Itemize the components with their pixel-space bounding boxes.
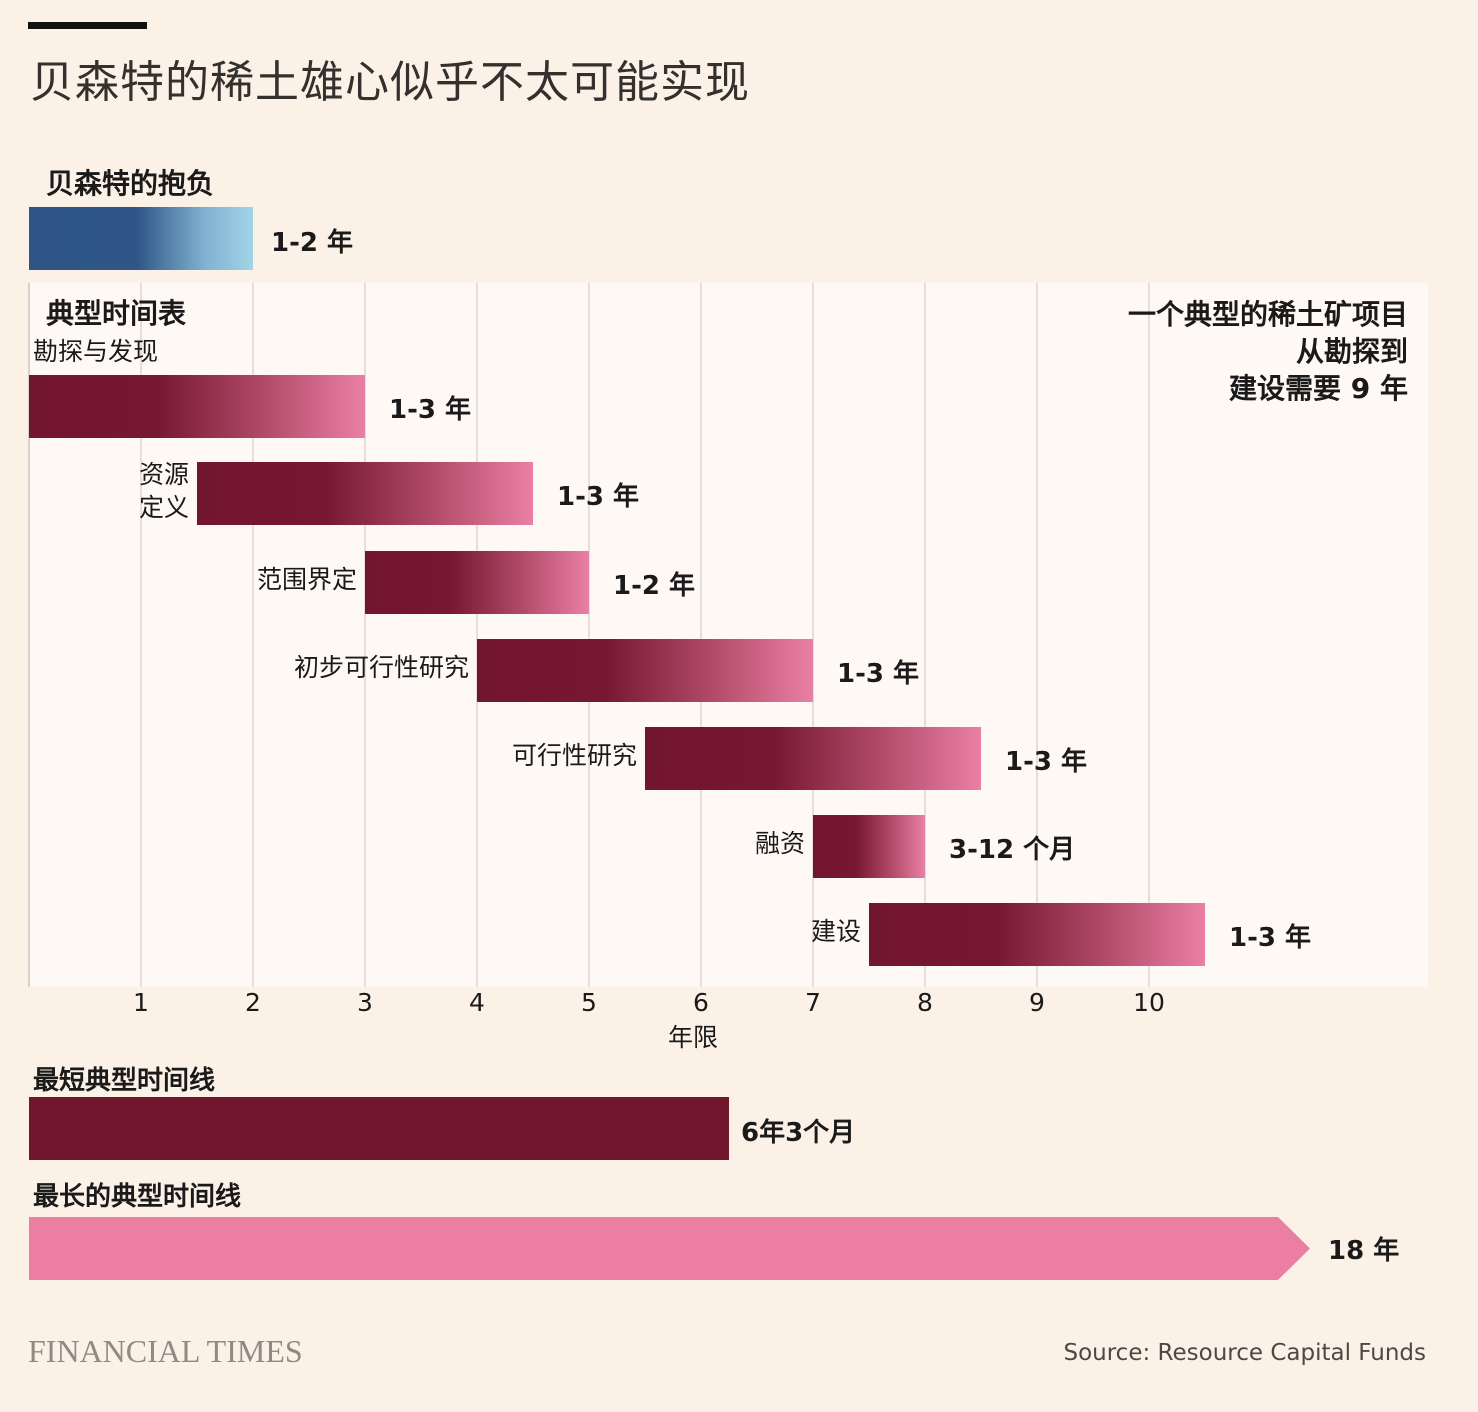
phase-bar (197, 462, 533, 525)
source-note: Source: Resource Capital Funds (1063, 1340, 1426, 1366)
x-axis-label: 年限 (667, 1023, 719, 1052)
phase-value-label: 3-12 个月 (949, 835, 1076, 865)
phase-bar (29, 375, 365, 438)
ft-logo: FINANCIAL TIMES (28, 1333, 303, 1369)
annotation: 一个典型的稀土矿项目 从勘探到 建设需要 9 年 (1128, 296, 1408, 407)
x-tick-label: 7 (805, 988, 821, 1017)
x-tick-label: 6 (693, 988, 709, 1017)
gridline (476, 283, 478, 987)
top-rule (28, 22, 147, 29)
phase-label: 勘探与发现 (33, 337, 159, 366)
longest-value-label: 18 年 (1328, 1236, 1400, 1266)
shortest-bar (29, 1097, 729, 1160)
gridline (140, 283, 142, 987)
longest-arrow-bar (29, 1217, 1310, 1280)
ambition-bar (29, 207, 253, 270)
x-tick-label: 10 (1133, 988, 1165, 1017)
annotation-line: 从勘探到 (1295, 335, 1408, 368)
phase-label: 建设 (810, 917, 861, 946)
x-tick-label: 1 (133, 988, 149, 1017)
gridline (1148, 283, 1150, 987)
phase-bar (813, 815, 925, 878)
phase-value-label: 1-2 年 (613, 571, 696, 601)
phase-label: 资源 定义 (138, 460, 189, 522)
y-axis-line (28, 283, 30, 987)
phase-value-label: 1-3 年 (1229, 923, 1312, 953)
x-tick-label: 9 (1029, 988, 1045, 1017)
phase-bar (869, 903, 1205, 966)
chart-title: 贝森特的稀土雄心似乎不太可能实现 (30, 57, 750, 108)
shortest-heading: 最短典型时间线 (33, 1066, 216, 1096)
ambition-heading: 贝森特的抱负 (46, 167, 215, 200)
phase-label: 可行性研究 (511, 741, 637, 770)
annotation-line: 一个典型的稀土矿项目 (1127, 298, 1408, 331)
phase-value-label: 1-3 年 (557, 482, 640, 512)
gridline (924, 283, 926, 987)
gridline (700, 283, 702, 987)
gridline (812, 283, 814, 987)
annotation-line: 建设需要 9 年 (1229, 372, 1408, 405)
phase-value-label: 1-3 年 (389, 395, 472, 425)
phase-label: 范围界定 (256, 565, 357, 594)
ambition-value-label: 1-2 年 (271, 228, 354, 258)
x-tick-label: 8 (917, 988, 933, 1017)
phase-bar (365, 551, 589, 614)
phase-label: 融资 (754, 829, 805, 858)
gridline (364, 283, 366, 987)
x-tick-label: 2 (245, 988, 261, 1017)
timeline-heading: 典型时间表 (46, 297, 187, 330)
phase-label: 初步可行性研究 (293, 653, 469, 682)
x-tick-label: 3 (357, 988, 373, 1017)
phase-bar (645, 727, 981, 790)
gridline (252, 283, 254, 987)
longest-heading: 最长的典型时间线 (33, 1182, 242, 1212)
phase-value-label: 1-3 年 (837, 659, 920, 689)
shortest-value-label: 6年3个月 (741, 1118, 856, 1148)
phase-bar (477, 639, 813, 702)
phase-value-label: 1-3 年 (1005, 747, 1088, 777)
x-tick-label: 5 (581, 988, 597, 1017)
gridline (1036, 283, 1038, 987)
gridline (588, 283, 590, 987)
x-tick-label: 4 (469, 988, 485, 1017)
